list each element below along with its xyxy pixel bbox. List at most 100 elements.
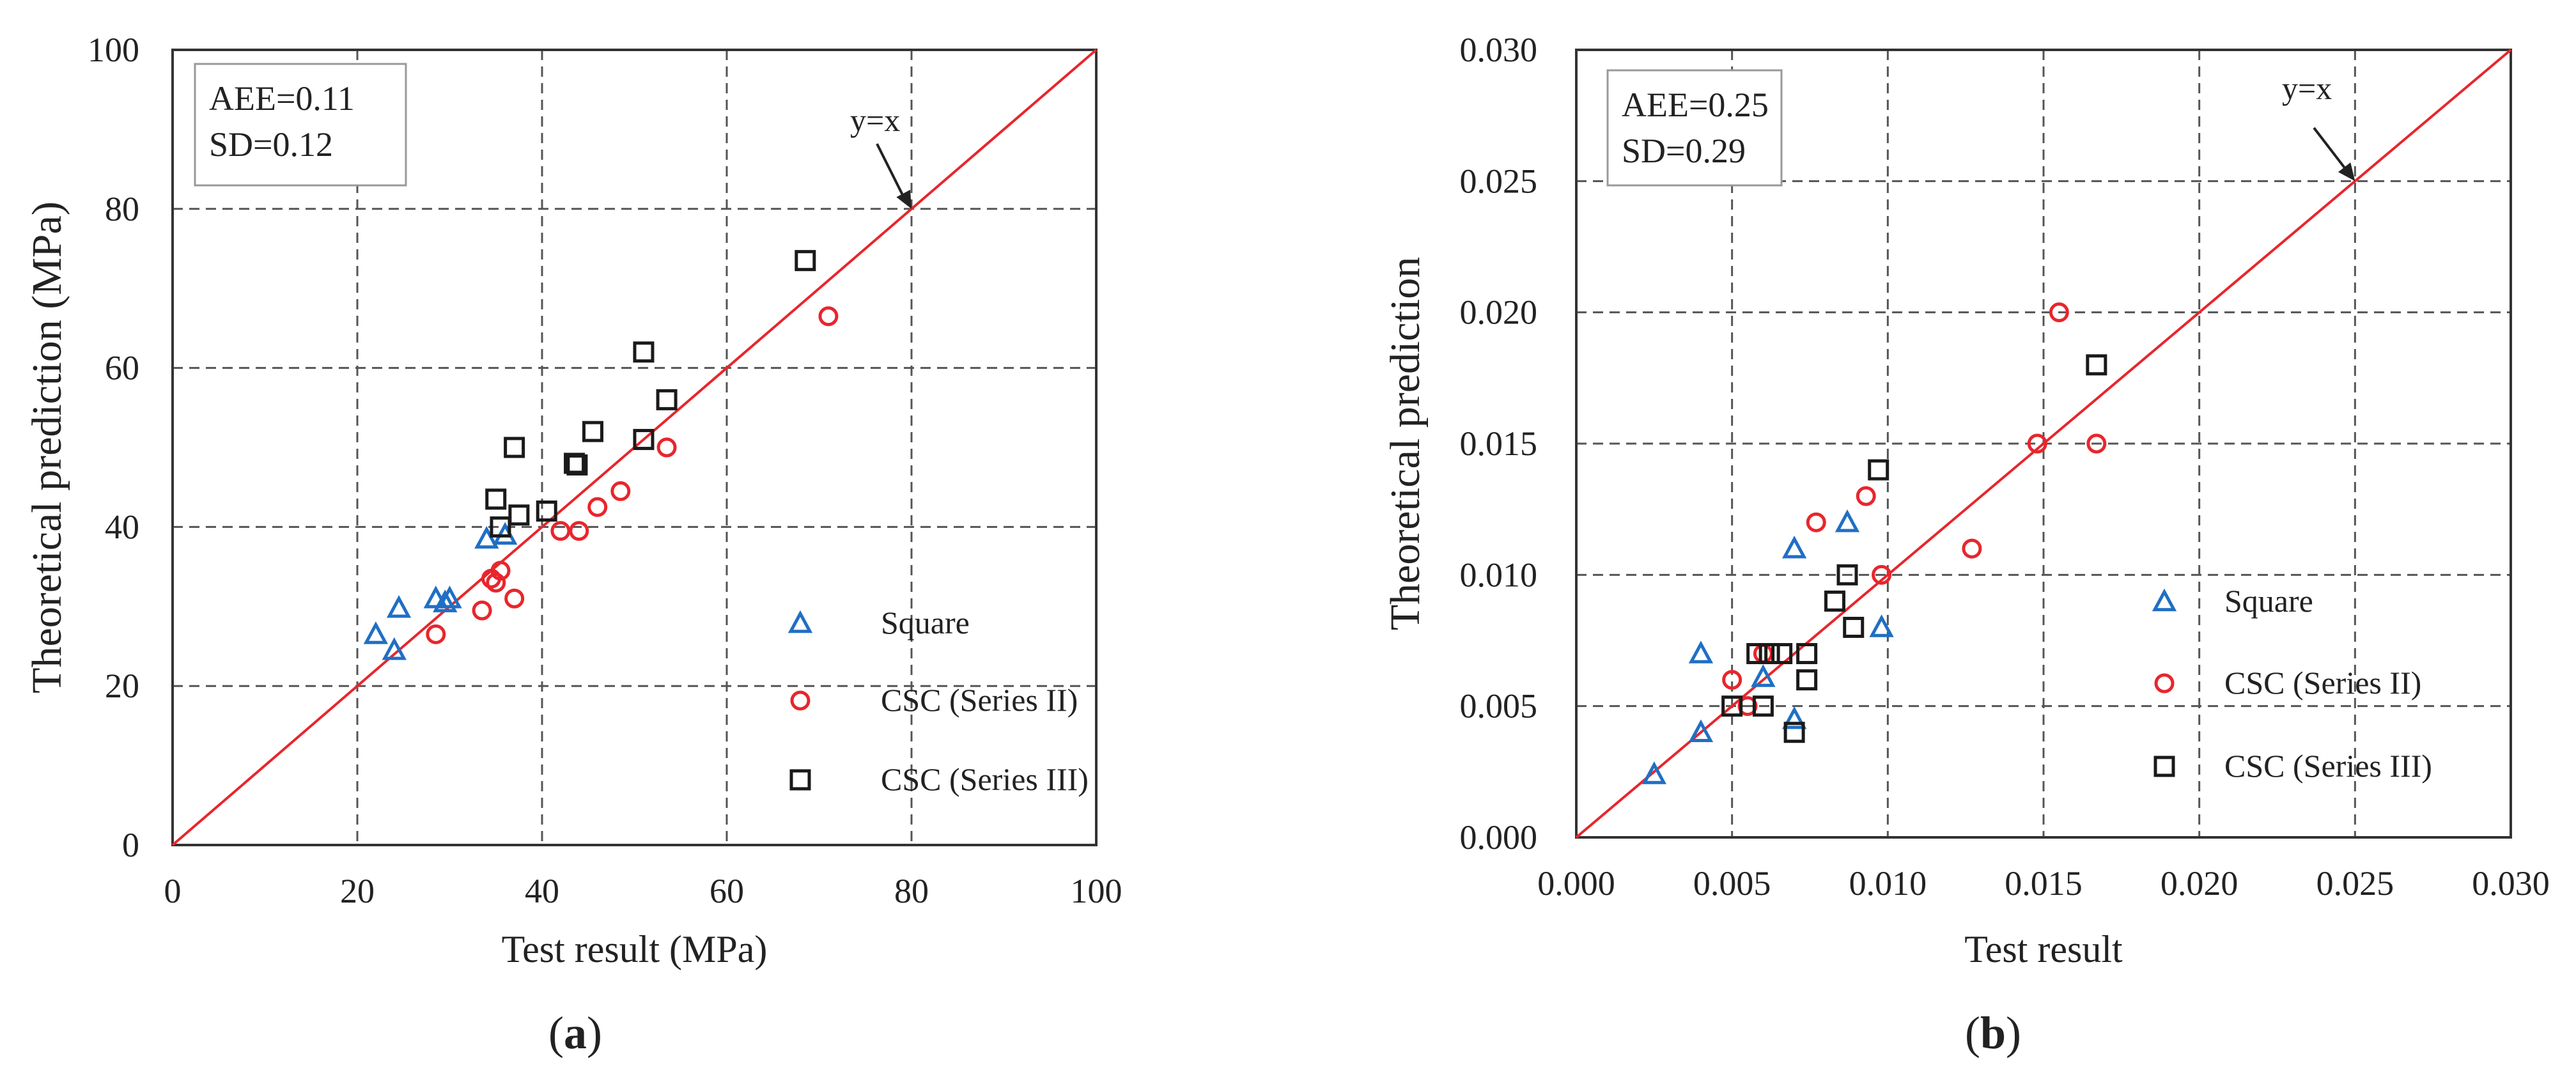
legend-label: CSC (Series II) — [881, 682, 1078, 718]
legend-label: CSC (Series III) — [881, 761, 1089, 797]
data-point — [1771, 643, 1793, 665]
y-tick-label: 0.010 — [1460, 555, 1538, 594]
data-point — [504, 588, 525, 609]
data-point — [550, 521, 571, 541]
stats-text: AEE=0.25 — [1622, 86, 1769, 124]
data-point — [582, 421, 603, 442]
data-point — [587, 497, 608, 517]
data-point — [2086, 433, 2107, 454]
data-point — [656, 437, 677, 458]
data-point — [485, 488, 507, 510]
data-point — [2027, 433, 2047, 454]
data-point — [2086, 354, 2107, 376]
y-tick-label: 0 — [122, 826, 139, 864]
data-point — [1721, 695, 1743, 717]
data-point — [1753, 644, 1773, 664]
data-point — [433, 589, 458, 612]
data-point — [363, 621, 389, 644]
x-tick-label: 0 — [164, 872, 182, 910]
x-tick-label: 0.030 — [2472, 864, 2550, 903]
data-point — [656, 389, 678, 410]
data-point — [1641, 761, 1667, 784]
y-tick-label: 100 — [88, 31, 139, 69]
panel-label: (a) — [548, 1007, 602, 1059]
data-point — [818, 306, 839, 327]
x-tick-label: 100 — [1071, 872, 1122, 910]
series-square — [485, 250, 816, 538]
plot-frame — [1575, 49, 2512, 839]
panel-label: (b) — [1965, 1007, 2021, 1059]
data-point — [795, 250, 816, 272]
series-triangle — [1641, 509, 1894, 784]
data-point — [1781, 536, 1807, 559]
data-point — [1796, 669, 1818, 691]
data-point — [536, 500, 557, 522]
data-point — [504, 437, 525, 458]
stats-text: SD=0.29 — [1622, 132, 1746, 170]
data-point — [437, 586, 462, 609]
legend-marker — [2153, 756, 2175, 777]
data-point — [610, 481, 631, 501]
series-circle — [426, 306, 839, 644]
annotation-arrowhead — [896, 189, 912, 209]
legend-marker — [2152, 588, 2177, 612]
x-tick-label: 0.005 — [1693, 864, 1771, 903]
data-point — [486, 572, 506, 593]
stats-text: SD=0.12 — [209, 125, 333, 164]
data-point — [1722, 670, 1742, 690]
y-tick-label: 0.015 — [1460, 424, 1538, 463]
data-point — [1751, 664, 1776, 687]
annotation-arrow — [2313, 127, 2351, 176]
data-point — [566, 454, 588, 476]
chart-panel-b: 0.000 0.005 0.010 0.015 0.020 0.025 0.030 0.000… — [1382, 31, 2550, 1059]
legend-marker — [789, 769, 811, 791]
x-tick-label: 40 — [525, 872, 559, 910]
plot-frame — [171, 49, 1098, 846]
series-triangle — [363, 522, 518, 660]
legend-marker — [788, 610, 813, 633]
annotation-arrowhead — [2338, 162, 2355, 182]
data-point — [1688, 719, 1714, 742]
x-tick-label: 60 — [710, 872, 744, 910]
x-tick-label: 0.025 — [2316, 864, 2394, 903]
data-point — [386, 595, 412, 618]
y-tick-label: 40 — [105, 508, 139, 546]
x-tick-label: 20 — [340, 872, 375, 910]
y-axis-title: Theoretical prediction — [1382, 257, 1429, 631]
data-point — [1843, 616, 1865, 638]
data-point — [1869, 614, 1894, 637]
data-point — [1856, 486, 1876, 506]
y-tick-label: 0.005 — [1460, 687, 1538, 725]
data-point — [474, 525, 499, 549]
data-point — [1872, 564, 1892, 585]
chart-panel-a: 0 20 40 60 80 100 0 20 40 60 80 100 Test result (MPa… — [24, 31, 1122, 1059]
reference-line-label: y=x — [2282, 70, 2332, 106]
x-axis-title: Test result — [1964, 928, 2123, 970]
data-point — [1746, 643, 1768, 665]
stats-text: AEE=0.11 — [209, 79, 355, 118]
y-tick-label: 60 — [105, 349, 139, 387]
y-tick-label: 0.025 — [1460, 162, 1538, 200]
data-point — [1781, 706, 1807, 729]
y-tick-label: 0.030 — [1460, 31, 1538, 69]
data-point — [1737, 696, 1758, 717]
x-tick-label: 0.000 — [1537, 864, 1615, 903]
data-point — [1868, 459, 1889, 481]
series-square — [1721, 354, 2107, 743]
data-point — [1688, 640, 1714, 663]
data-point — [1796, 643, 1818, 665]
data-point — [1836, 564, 1858, 586]
legend-marker — [2154, 673, 2175, 694]
annotation-arrow — [876, 143, 908, 203]
legend-label: CSC (Series II) — [2224, 665, 2421, 701]
data-point — [1835, 509, 1860, 532]
series-circle — [1722, 302, 2107, 717]
data-point — [493, 522, 518, 545]
data-point — [1962, 538, 1982, 559]
data-point — [382, 637, 407, 660]
data-point — [2049, 302, 2069, 323]
legend-label: Square — [2224, 583, 2313, 619]
data-point — [1758, 643, 1780, 665]
data-point — [1752, 695, 1774, 717]
